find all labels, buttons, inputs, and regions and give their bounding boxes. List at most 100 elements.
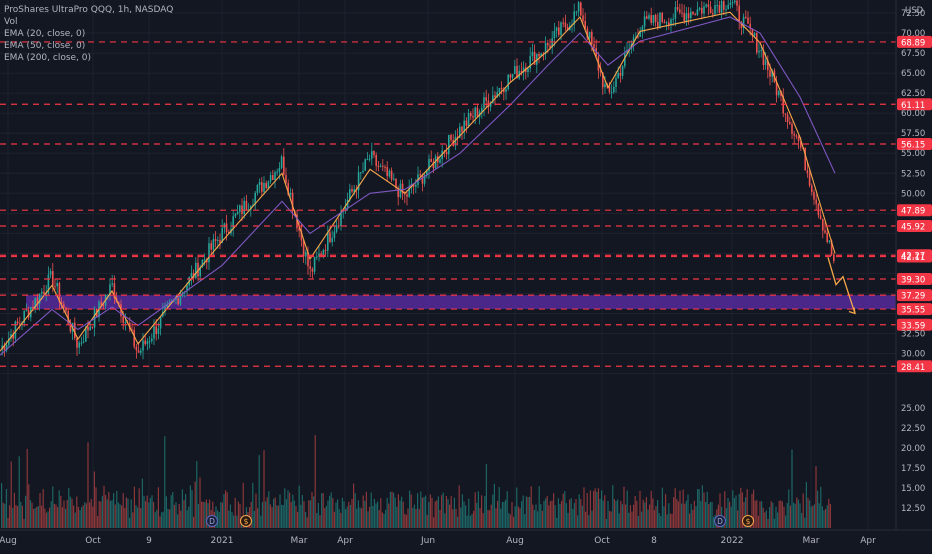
candle-body [749,23,751,29]
volume-bar [791,449,793,528]
volume-bar [308,500,310,528]
volume-bar [154,512,156,528]
volume-bar [586,492,588,528]
candle-body [793,133,795,136]
candle-body [353,189,355,192]
volume-bar [809,500,811,528]
candle-body [91,326,94,328]
volume-bar [9,505,11,528]
chart-legend: ProShares UltraPro QQQ, 1h, NASDAQ Vol E… [4,4,173,64]
volume-bar [349,504,351,528]
volume-bar [1,483,3,528]
volume-bar [476,502,478,528]
candle-body [379,165,382,167]
candle-body [663,21,666,23]
candle-body [817,203,820,216]
candle-body [45,293,47,295]
volume-bar [369,506,371,528]
volume-bar [501,502,503,528]
volume-bar [81,507,83,528]
candle-body [652,15,655,23]
volume-bar [332,498,334,528]
volume-bar [607,500,609,528]
candle-body [153,326,155,339]
volume-bar [135,505,137,528]
volume-bar [725,508,727,528]
volume-bar [209,499,211,528]
volume-bar [690,503,692,528]
candle-body [60,302,63,304]
level-tag [897,360,932,373]
volume-bar [615,501,617,528]
volume-bar [441,495,443,528]
volume-bar [698,489,700,528]
level-tag-label: 56.15 [901,141,925,151]
volume-bar [313,496,315,528]
volume-bar [713,516,715,528]
volume-bar [196,461,198,528]
volume-bar [559,504,561,528]
volume-bar [292,494,294,528]
volume-bar [417,493,419,528]
candle-body [764,60,767,65]
ema200-label[interactable]: EMA (200, close, 0) [4,53,92,63]
volume-bar [356,508,358,528]
candle-body [426,170,428,176]
volume-bar [55,504,57,528]
volume-bar [730,506,732,528]
volume-bar [386,497,388,528]
volume-bar [421,497,423,528]
event-marker-label: $ [244,517,249,526]
volume-bar [193,516,195,528]
price-axis: 72.50 70.00 67.50 65.00 62.50 60.00 57.50 55.00… [895,0,932,550]
volume-bar [589,490,591,528]
volume-bar [794,503,796,528]
volume-bar [580,499,582,528]
ema20-label[interactable]: EMA (20, close, 0) [4,29,86,39]
symbol-title[interactable]: ProShares UltraPro QQQ, 1h, NASDAQ [4,5,174,15]
candle-body [555,27,558,32]
volume-bar [271,507,273,528]
volume-bar [602,500,604,528]
volume-bar [231,512,233,528]
volume-bar [522,495,524,528]
candle-body [113,283,116,299]
volume-bar [258,455,260,528]
volume-bar [709,502,711,528]
candle-body [474,107,476,118]
candle-body [791,123,793,134]
volume-bar [285,499,287,528]
candle-body [76,338,78,348]
candle-body [109,284,111,295]
volume-bar [420,491,422,528]
volume-bar [161,512,163,528]
volume-label[interactable]: Vol [4,17,18,27]
time-tick-label: Aug [0,536,17,546]
volume-bar [724,491,726,528]
candle-body [707,4,710,7]
dividend-marker [240,515,252,527]
candle-body [100,301,102,306]
candle-body [283,156,285,175]
volume-bar [364,500,366,528]
volume-bar [268,491,270,528]
candle-body [364,159,366,171]
volume-bar [617,499,619,528]
volume-bar [492,494,494,528]
volume-bar [783,506,785,528]
volume-bar [418,508,420,528]
volume-bar [677,501,679,528]
volume-bar [639,490,641,528]
candle-body [692,11,694,15]
candle-body [208,243,210,263]
candle-body [738,5,740,22]
ema50-label[interactable]: EMA (50, close, 0) [4,41,86,51]
candle-body [558,27,560,35]
volume-bar [407,508,409,528]
volume-bar [204,502,206,528]
volume-bar [655,505,657,528]
volume-bar [76,496,78,528]
volume-bar [151,495,153,528]
